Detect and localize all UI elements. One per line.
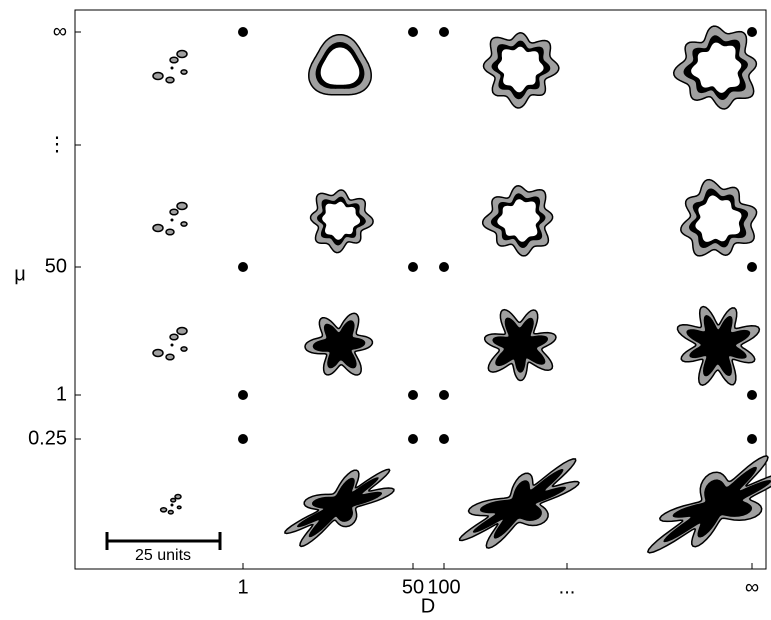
fragment bbox=[180, 221, 188, 227]
parameter-dot bbox=[408, 390, 418, 400]
cluster-hollow bbox=[691, 42, 742, 93]
fragment bbox=[165, 76, 175, 84]
parameter-dot bbox=[747, 262, 757, 272]
parameter-dot bbox=[439, 262, 449, 272]
fragment bbox=[176, 201, 188, 211]
fragment bbox=[152, 71, 164, 81]
fragment-core bbox=[170, 218, 174, 222]
fragment bbox=[152, 223, 164, 233]
fragment bbox=[159, 506, 168, 513]
x-tick-label: 1 bbox=[237, 576, 248, 598]
fragment bbox=[180, 346, 188, 352]
fragment bbox=[174, 493, 182, 500]
fragment bbox=[176, 326, 188, 336]
parameter-dot bbox=[408, 262, 418, 272]
cluster-hollow bbox=[695, 195, 742, 242]
fragment-core bbox=[170, 66, 174, 70]
fragment-core bbox=[170, 343, 174, 347]
parameter-dot bbox=[747, 27, 757, 37]
parameter-dot bbox=[408, 27, 418, 37]
fragment bbox=[169, 333, 179, 341]
parameter-dot bbox=[439, 434, 449, 444]
plot-frame bbox=[74, 9, 767, 570]
x-tick-label: 100 bbox=[427, 576, 460, 598]
fragment bbox=[167, 509, 174, 515]
cluster-core bbox=[297, 477, 382, 538]
fragment bbox=[176, 49, 188, 59]
x-tick-label: 50 bbox=[402, 576, 424, 598]
fragment-core bbox=[170, 503, 174, 507]
x-tick-label: ∞ bbox=[745, 576, 759, 598]
fragment bbox=[152, 348, 164, 358]
cluster-core bbox=[663, 466, 771, 543]
cluster-hollow bbox=[497, 199, 540, 242]
fragment bbox=[170, 497, 177, 503]
y-tick-label: 50 bbox=[45, 255, 67, 277]
parameter-dot bbox=[238, 434, 248, 444]
cluster-hollow bbox=[320, 47, 360, 85]
cluster-core bbox=[686, 315, 751, 377]
cluster-core bbox=[312, 320, 366, 369]
x-axis-label: D bbox=[421, 595, 435, 617]
fragment bbox=[165, 228, 175, 236]
fragment bbox=[169, 56, 179, 64]
fragment bbox=[165, 353, 175, 361]
y-tick-label: ∞ bbox=[53, 20, 67, 42]
cluster-core bbox=[492, 317, 549, 373]
parameter-dot bbox=[439, 390, 449, 400]
cluster-hollow bbox=[497, 46, 544, 93]
parameter-dot bbox=[238, 27, 248, 37]
parameter-dot bbox=[238, 390, 248, 400]
y-axis-label: μ bbox=[14, 263, 26, 285]
parameter-dot bbox=[408, 434, 418, 444]
fragment bbox=[180, 69, 188, 75]
parameter-dot bbox=[747, 434, 757, 444]
y-tick-label: 0.25 bbox=[28, 427, 67, 449]
parameter-dot bbox=[439, 27, 449, 37]
y-tick-label: 1 bbox=[56, 383, 67, 405]
cluster-hollow bbox=[322, 201, 361, 240]
scale-bar-label: 25 units bbox=[135, 547, 191, 564]
fragment bbox=[169, 208, 179, 216]
scale-bar: 25 units bbox=[105, 532, 222, 564]
cluster-core bbox=[472, 469, 567, 539]
fragment bbox=[176, 505, 182, 510]
x-tick-label: ... bbox=[559, 576, 576, 598]
y-tick-label: ⋮ bbox=[47, 133, 67, 155]
parameter-dot bbox=[747, 390, 757, 400]
parameter-dot bbox=[238, 262, 248, 272]
